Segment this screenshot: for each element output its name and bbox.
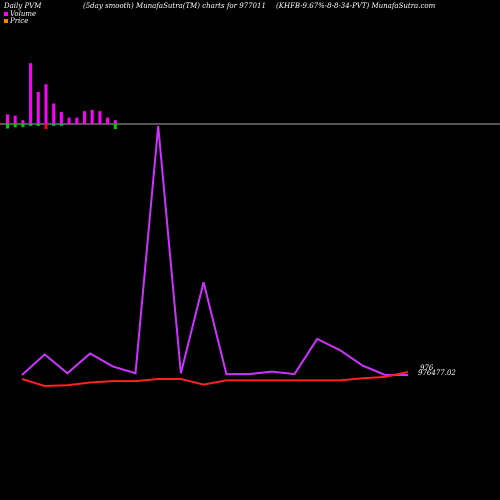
volume-bars [6, 63, 117, 130]
price-last-label-prefix: 976 [420, 364, 434, 372]
volume-bar [98, 111, 102, 124]
volume-down-bar [113, 124, 117, 130]
volume-bar [67, 117, 71, 124]
legend-volume-swatch [4, 12, 8, 16]
legend-price-swatch [4, 19, 8, 23]
price-last-label: 976477.02 [418, 369, 456, 377]
volume-bar [113, 120, 117, 124]
legend-price-label: Price [9, 17, 28, 25]
volume-bar [83, 111, 86, 124]
header-left: Daily PVM [3, 2, 42, 10]
header-middle: (5day smooth) MunafaSutra(TM) charts for… [83, 2, 266, 10]
volume-down-bar [36, 124, 40, 126]
volume-down-bar [44, 124, 48, 130]
legend-volume-label: Volume [10, 10, 36, 18]
volume-bar [6, 114, 9, 124]
header-right: (KHFB-9.67%-8-8-34-PVT) MunafaSutra.com [276, 2, 436, 10]
volume-bar [75, 117, 79, 124]
volume-bar [21, 120, 25, 124]
volume-down-bar [29, 124, 33, 126]
volume-bar [59, 111, 63, 124]
volume-down-bar [52, 124, 56, 126]
volume-down-bar [59, 124, 63, 126]
volume-down-bar [13, 124, 17, 128]
volume-bar [29, 63, 33, 124]
volume-bar [52, 103, 56, 124]
volume-bar [36, 92, 40, 124]
volume-bar [44, 84, 48, 124]
volume-down-bar [6, 124, 9, 129]
volume-bar [13, 115, 17, 124]
volume-bar [90, 109, 94, 124]
volume-down-bar [21, 124, 25, 128]
pvm-line [21, 125, 408, 376]
volume-bar [106, 117, 110, 124]
price-line [21, 371, 409, 388]
